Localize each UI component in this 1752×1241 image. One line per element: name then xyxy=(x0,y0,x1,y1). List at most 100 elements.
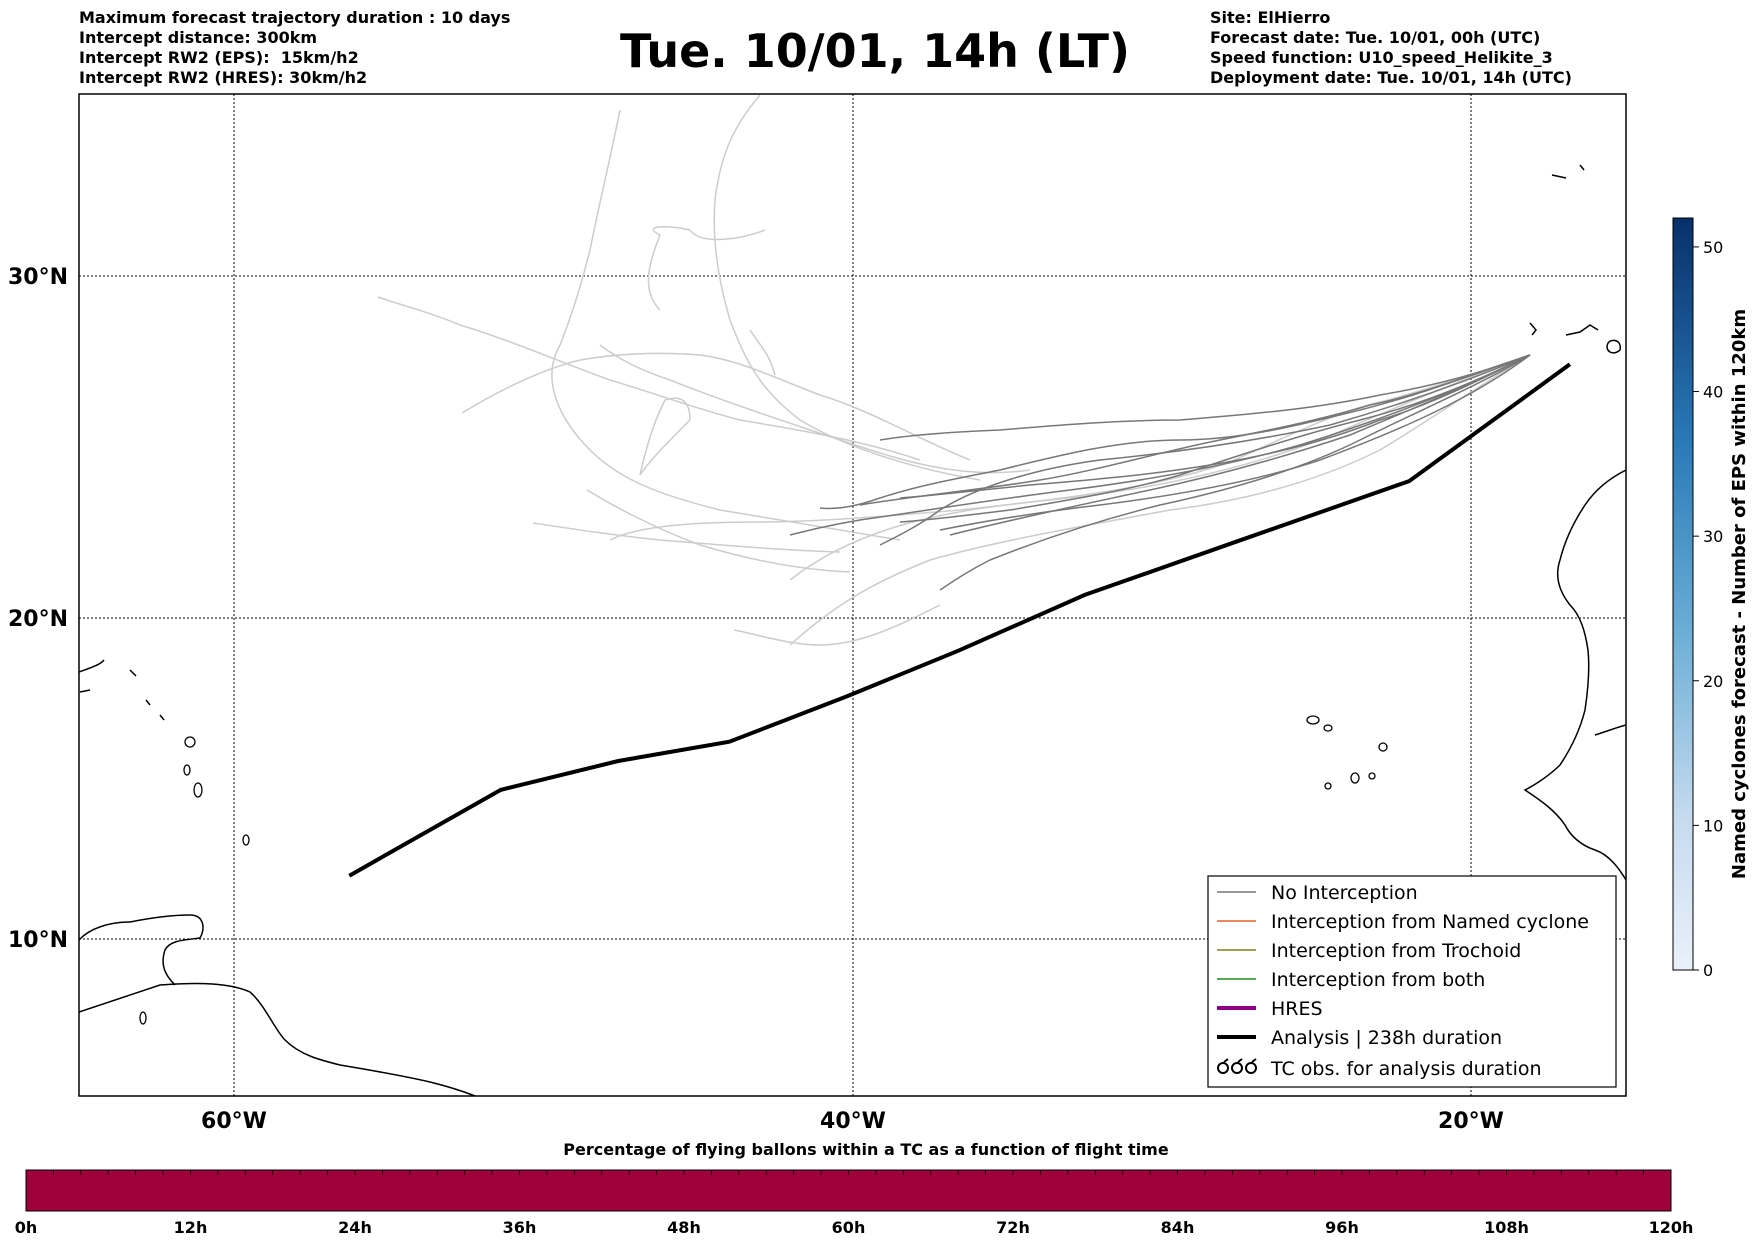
colorbar-bottom-ticks: 0h 12h 24h 36h 48h 60h 72h 84h 96h 108h 120h xyxy=(15,1170,1694,1237)
trajectory-early xyxy=(647,225,766,311)
trajectory-no-interception xyxy=(939,354,1531,531)
island-lesser-antilles-3 xyxy=(242,834,250,846)
map-frame xyxy=(78,93,1627,1097)
info-left-block: Maximum forecast trajectory duration : 1… xyxy=(79,8,510,88)
legend-label-named-cyclone: Interception from Named cyclone xyxy=(1271,911,1589,933)
ensemble-trajectories-no-interception xyxy=(789,354,1531,591)
colorbar-right: 0 10 20 30 40 50 Named cyclones forecast - Nu… xyxy=(1672,217,1750,980)
island-lesser-antilles-4 xyxy=(183,764,191,776)
colorbar-right-ticks: 0 10 20 30 40 50 xyxy=(1693,238,1723,980)
island-cape-verde-1 xyxy=(1306,715,1320,725)
coast-west-africa xyxy=(1523,469,1626,881)
trajectory-early xyxy=(789,354,1531,581)
island-lesser-antilles-1 xyxy=(184,736,196,748)
colorbar-right-tick-label: 10 xyxy=(1703,816,1723,835)
island-cape-verde-5 xyxy=(1324,782,1332,790)
coast-canary-islands xyxy=(1565,324,1621,354)
island-cape-verde-4 xyxy=(1350,772,1360,784)
colorbar-bottom-tick-label: 48h xyxy=(667,1218,701,1237)
colorbar-bottom-tick-label: 0h xyxy=(15,1218,38,1237)
legend-label-tc-obs: TC obs. for analysis duration xyxy=(1270,1058,1542,1080)
tc-symbol-icon xyxy=(1217,1058,1257,1074)
info-intercept-distance: Intercept distance: 300km xyxy=(79,28,318,47)
legend-label-no-interception: No Interception xyxy=(1271,882,1418,904)
colorbar-bottom-tick-label: 24h xyxy=(338,1218,372,1237)
trajectory-no-interception xyxy=(819,354,1531,510)
trajectory-early xyxy=(749,329,776,376)
colorbar-bottom-title: Percentage of flying ballons within a TC… xyxy=(563,1140,1169,1159)
trajectory-no-interception xyxy=(859,354,1531,506)
coast-caribbean-north xyxy=(79,914,204,986)
colorbar-bottom-tick-label: 108h xyxy=(1484,1218,1529,1237)
island-cape-verde-6 xyxy=(1368,772,1376,780)
legend-label-analysis: Analysis | 238h duration xyxy=(1271,1027,1502,1049)
info-speed-function: Speed function: U10_speed_Helikite_3 xyxy=(1210,48,1553,67)
lat-label-30n: 30°N xyxy=(8,265,68,290)
island-trinidad xyxy=(139,1011,147,1025)
colorbar-bottom-tick-label: 72h xyxy=(996,1218,1030,1237)
lon-label-20w: 20°W xyxy=(1438,1109,1504,1134)
trajectory-no-interception xyxy=(789,354,1531,536)
trajectory-early-loop xyxy=(639,397,691,476)
legend: No Interception Interception from Named … xyxy=(1207,875,1617,1088)
colorbar-right-tick-label: 30 xyxy=(1703,527,1723,546)
coast-azores-madeira xyxy=(1551,164,1585,179)
legend-box xyxy=(1207,875,1617,1088)
lat-label-20n: 20°N xyxy=(8,607,68,632)
coast-south-america xyxy=(79,982,476,1096)
trajectory-early xyxy=(789,354,1531,646)
legend-label-trochoid: Interception from Trochoid xyxy=(1271,940,1521,962)
trajectory-early xyxy=(551,109,901,541)
info-rw2-eps: Intercept RW2 (EPS): 15km/h2 xyxy=(79,48,359,67)
map-area: 30°N 20°N 10°N 60°W 40°W 20°W No Interce… xyxy=(8,93,1627,1134)
info-forecast-date: Forecast date: Tue. 10/01, 00h (UTC) xyxy=(1210,28,1541,47)
colorbar-right-tick-label: 20 xyxy=(1703,672,1723,691)
island-cape-verde-3 xyxy=(1378,742,1388,752)
info-site: Site: ElHierro xyxy=(1210,8,1331,27)
lon-label-40w: 40°W xyxy=(820,1109,886,1134)
island-lesser-antilles-2 xyxy=(193,782,203,798)
colorbar-bottom-tick-label: 120h xyxy=(1649,1218,1694,1237)
trajectory-early xyxy=(377,296,921,461)
trajectory-early xyxy=(586,489,851,573)
trajectory-no-interception xyxy=(899,354,1531,523)
analysis-track xyxy=(348,362,1572,878)
coast-africa-detail xyxy=(1594,724,1626,736)
info-deployment-date: Deployment date: Tue. 10/01, 14h (UTC) xyxy=(1210,68,1572,87)
trajectory-early xyxy=(609,354,1531,541)
colorbar-right-label: Named cyclones forecast - Number of EPS … xyxy=(1729,309,1750,879)
trajectory-early xyxy=(733,604,941,646)
info-max-duration: Maximum forecast trajectory duration : 1… xyxy=(79,8,511,27)
trajectory-early xyxy=(599,344,1031,474)
info-rw2-hres: Intercept RW2 (HRES): 30km/h2 xyxy=(79,68,368,87)
colorbar-bottom-fill xyxy=(25,1169,1672,1212)
gridlines xyxy=(79,94,1626,1096)
colorbar-bottom-tick-label: 12h xyxy=(174,1218,208,1237)
colorbar-bottom-tick-label: 36h xyxy=(503,1218,537,1237)
trajectory-no-interception xyxy=(879,354,1531,546)
lat-label-10n: 10°N xyxy=(8,928,68,953)
island-cape-verde-2 xyxy=(1323,724,1333,732)
ensemble-trajectories-early xyxy=(377,94,1531,646)
legend-label-hres: HRES xyxy=(1271,998,1323,1020)
trajectory-early xyxy=(461,352,971,461)
colorbar-bottom-tick-label: 60h xyxy=(832,1218,866,1237)
trajectory-no-interception xyxy=(939,354,1531,591)
trajectory-early xyxy=(713,94,981,481)
coast-canary-west xyxy=(1529,322,1537,336)
colorbar-right-tick-label: 0 xyxy=(1703,961,1713,980)
colorbar-right-tick-label: 50 xyxy=(1703,238,1723,257)
colorbar-bottom-tick-label: 84h xyxy=(1161,1218,1195,1237)
coastlines xyxy=(79,164,1626,1096)
colorbar-right-gradient xyxy=(1672,217,1694,971)
colorbar-bottom-tick-label: 96h xyxy=(1325,1218,1359,1237)
trajectory-no-interception xyxy=(879,354,1531,441)
page-title: Tue. 10/01, 14h (LT) xyxy=(620,24,1130,78)
colorbar-right-tick-label: 40 xyxy=(1703,383,1723,402)
legend-label-both: Interception from both xyxy=(1271,969,1485,991)
colorbar-bottom: Percentage of flying ballons within a TC… xyxy=(15,1140,1694,1237)
info-right-block: Site: ElHierro Forecast date: Tue. 10/01… xyxy=(1210,8,1572,88)
lon-label-60w: 60°W xyxy=(201,1109,267,1134)
trajectory-early xyxy=(532,522,841,553)
